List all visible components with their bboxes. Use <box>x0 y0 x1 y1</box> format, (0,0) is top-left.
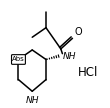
Text: O: O <box>74 27 82 37</box>
Text: NH: NH <box>63 52 76 61</box>
Text: Abs: Abs <box>12 56 25 63</box>
Text: HCl: HCl <box>78 66 99 79</box>
Text: NH: NH <box>26 96 39 105</box>
FancyBboxPatch shape <box>12 55 25 64</box>
